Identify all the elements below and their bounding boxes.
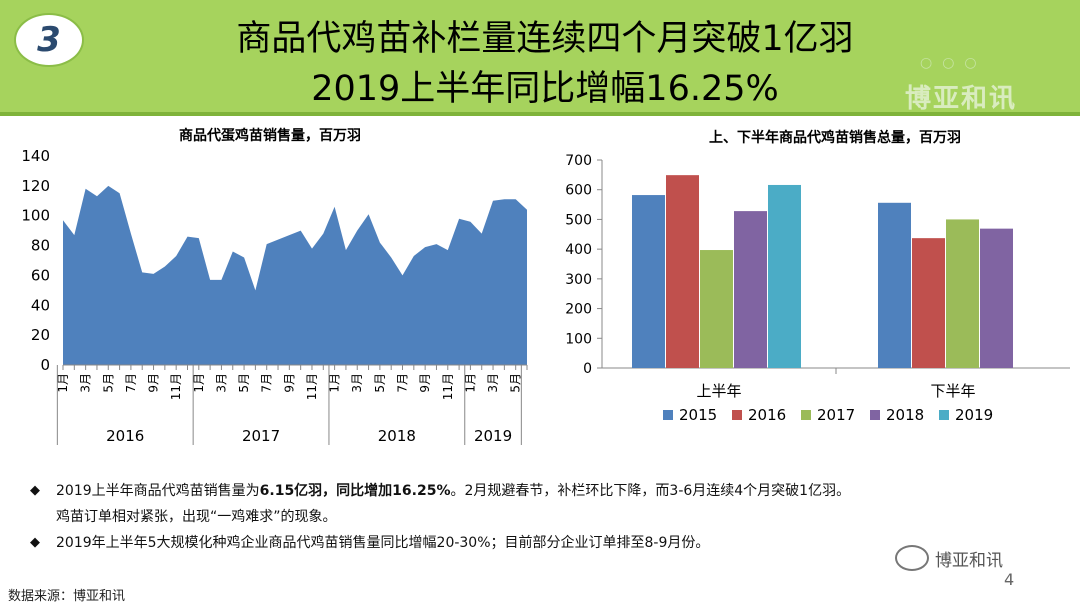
year-label: 2017 [242, 427, 280, 445]
y-tick-label: 60 [31, 266, 50, 284]
legend-swatch [663, 410, 673, 420]
bar-2016-h2 [912, 238, 945, 368]
y-tick-label: 600 [565, 183, 592, 199]
category-label: 下半年 [930, 382, 975, 400]
legend-label: 2018 [886, 406, 924, 424]
section-number-badge: 3 [14, 13, 84, 67]
bar-2019-h1 [768, 184, 801, 368]
month-tick-label: 3月 [350, 373, 364, 393]
year-label: 2018 [378, 427, 416, 445]
y-tick-label: 20 [31, 326, 50, 344]
diamond-bullet-icon: ◆ [30, 483, 40, 498]
y-tick-label: 80 [31, 237, 50, 255]
month-tick-label: 5月 [237, 373, 251, 393]
wechat-label: 博亚和讯 [935, 550, 1003, 571]
header-banner [0, 0, 1080, 112]
month-tick-label: 5月 [101, 373, 115, 393]
legend-label: 2015 [679, 406, 717, 424]
category-label: 上半年 [696, 382, 741, 400]
y-tick-label: 140 [21, 147, 50, 165]
note-1-text-c: 。2月规避春节，补栏环比下降，而3-6月连续4个月突破1亿羽。 [450, 483, 851, 499]
month-tick-label: 7月 [396, 373, 410, 393]
bar-2018-h2 [980, 228, 1013, 368]
y-tick-label: 500 [565, 212, 592, 228]
bar-2016-h1 [666, 175, 699, 368]
legend-label: 2017 [817, 406, 855, 424]
bar-2017-h1 [700, 250, 733, 368]
month-tick-label: 5月 [509, 373, 523, 393]
watermark-letters: ○○○ [920, 55, 987, 71]
bar-2015-h2 [878, 202, 911, 368]
legend-swatch [801, 410, 811, 420]
month-tick-label: 3月 [79, 373, 93, 393]
page-number: 4 [1004, 570, 1015, 589]
legend-label: 2016 [748, 406, 786, 424]
legend-swatch [939, 410, 949, 420]
note-1-highlight: 6.15亿羽，同比增加16.25% [259, 483, 451, 499]
legend-swatch [732, 410, 742, 420]
month-tick-label: 9月 [418, 373, 432, 393]
month-tick-label: 11月 [169, 373, 183, 400]
note-1: ◆ 2019上半年商品代鸡苗销售量为6.15亿羽，同比增加16.25%。2月规避… [30, 478, 1060, 504]
page-title-line1: 商品代鸡苗补栏量连续四个月突破1亿羽 [236, 19, 854, 59]
halfyear-sales-bar-chart: 上、下半年商品代鸡苗销售总量，百万羽 0 100 200 300 400 500 600 700… [565, 129, 1070, 424]
legend-swatch [870, 410, 880, 420]
note-1-continued: 鸡苗订单相对紧张，出现“一鸡难求”的现象。 [56, 509, 337, 525]
y-tick-label: 0 [40, 356, 50, 374]
month-tick-label: 1月 [328, 373, 342, 393]
header-divider [0, 112, 1080, 116]
y-tick-label: 0 [583, 361, 592, 377]
diamond-bullet-icon: ◆ [30, 535, 40, 550]
y-tick-label: 200 [565, 302, 592, 318]
month-tick-label: 9月 [147, 373, 161, 393]
chart-title: 商品代蛋鸡苗销售量，百万羽 [179, 127, 361, 144]
y-tick-label: 100 [565, 331, 592, 347]
month-tick-label: 3月 [486, 373, 500, 393]
note-1-text-a: 2019上半年商品代鸡苗销售量为 [56, 483, 260, 499]
data-source: 数据来源：博亚和讯 [8, 589, 126, 604]
y-tick-label: 700 [565, 153, 592, 169]
month-tick-label: 1月 [463, 373, 477, 393]
bar-2017-h2 [946, 219, 979, 368]
legend-label: 2019 [955, 406, 993, 424]
bar-2015-h1 [632, 195, 665, 368]
y-tick-label: 100 [21, 207, 50, 225]
monthly-sales-area-chart: 商品代蛋鸡苗销售量，百万羽 0 20 40 60 80 100 120 140 1月 3月 5月 7月 9… [21, 127, 528, 445]
month-tick-label: 11月 [441, 373, 455, 400]
notes-section: ◆ 2019上半年商品代鸡苗销售量为6.15亿羽，同比增加16.25%。2月规避… [30, 478, 1060, 556]
wechat-icon [895, 545, 929, 571]
year-label: 2019 [474, 427, 512, 445]
y-tick-label: 400 [565, 242, 592, 258]
note-2-text: 2019年上半年5大规模化种鸡企业商品代鸡苗销售量同比增幅20-30%；目前部分… [56, 535, 710, 551]
y-tick-label: 300 [565, 272, 592, 288]
note-2: ◆ 2019年上半年5大规模化种鸡企业商品代鸡苗销售量同比增幅20-30%；目前… [30, 530, 1060, 556]
area-series [63, 185, 527, 365]
month-tick-label: 1月 [56, 373, 70, 393]
page-title-line2: 2019上半年同比增幅16.25% [311, 69, 779, 109]
y-tick-label: 40 [31, 296, 50, 314]
month-tick-label: 5月 [373, 373, 387, 393]
month-tick-label: 7月 [124, 373, 138, 393]
chart-title: 上、下半年商品代鸡苗销售总量，百万羽 [709, 129, 961, 146]
wechat-watermark: 博亚和讯 [895, 545, 1003, 571]
bar-2018-h1 [734, 211, 767, 368]
month-tick-label: 3月 [214, 373, 228, 393]
month-tick-label: 9月 [282, 373, 296, 393]
header-watermark: 博亚和讯 [905, 84, 1018, 114]
y-tick-label: 120 [21, 177, 50, 195]
month-tick-label: 7月 [260, 373, 274, 393]
year-label: 2016 [106, 427, 144, 445]
month-tick-label: 1月 [192, 373, 206, 393]
month-tick-label: 11月 [305, 373, 319, 400]
